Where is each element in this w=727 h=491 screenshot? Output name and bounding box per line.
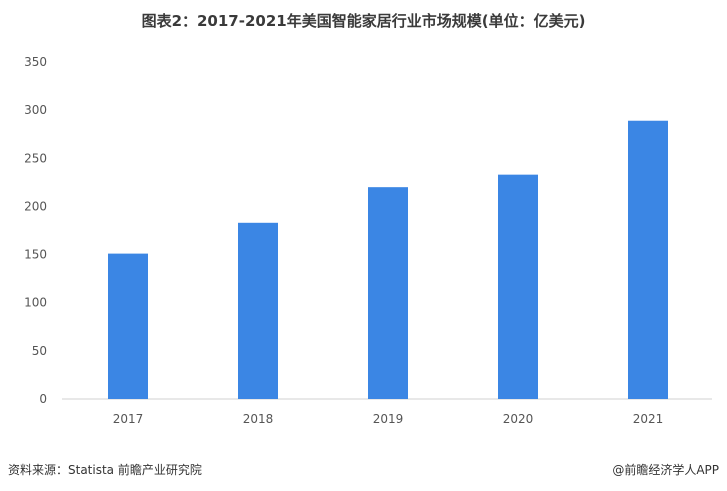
y-tick-label: 50 [32,344,47,358]
x-tick-label: 2019 [373,412,404,426]
x-tick-label: 2018 [243,412,274,426]
y-tick-label: 150 [24,248,47,262]
y-tick-label: 350 [24,55,47,69]
x-tick-label: 2021 [633,412,664,426]
label-layer: 0 50 100 150 200 250 300 350 2017 2018 2019 2020 202… [24,55,663,426]
bar-2019 [368,187,408,399]
source-note: 资料来源：Statista 前瞻产业研究院 [8,463,202,477]
bar-layer [108,120,668,399]
bar-2017 [108,253,148,399]
y-tick-label: 200 [24,199,47,213]
x-tick-label: 2020 [503,412,534,426]
y-tick-label: 100 [24,296,47,310]
bar-2020 [498,174,538,399]
y-tick-label: 300 [24,103,47,117]
credit-note: @前瞻经济学人APP [612,463,719,477]
y-tick-label: 250 [24,151,47,165]
y-tick-label: 0 [39,392,47,406]
x-tick-label: 2017 [113,412,144,426]
bar-2021 [628,120,668,399]
chart-title: 图表2：2017-2021年美国智能家居行业市场规模(单位：亿美元) [141,12,586,30]
bar-2018 [238,222,278,399]
